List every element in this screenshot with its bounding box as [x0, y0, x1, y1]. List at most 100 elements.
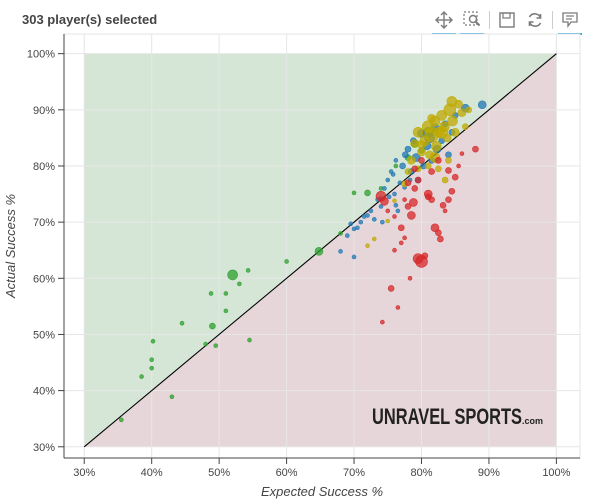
player-point-yellow[interactable] — [385, 218, 391, 224]
player-point-red[interactable] — [411, 185, 419, 192]
player-point-yellow[interactable] — [450, 127, 460, 137]
player-point-yellow[interactable] — [447, 115, 458, 127]
player-point-red[interactable] — [409, 198, 418, 207]
player-point-blue[interactable] — [393, 158, 399, 163]
player-point-yellow[interactable] — [462, 123, 469, 130]
player-point-yellow[interactable] — [417, 147, 426, 157]
player-point-green[interactable] — [203, 341, 208, 347]
player-point-yellow[interactable] — [457, 108, 467, 117]
player-point-blue[interactable] — [393, 202, 399, 208]
player-point-red[interactable] — [424, 193, 432, 201]
player-point-blue[interactable] — [365, 213, 370, 218]
player-point-yellow[interactable] — [371, 236, 377, 242]
player-point-red[interactable] — [397, 224, 405, 232]
player-point-green[interactable] — [149, 357, 154, 363]
player-point-green[interactable] — [149, 365, 154, 371]
player-point-green[interactable] — [284, 259, 289, 264]
player-point-blue[interactable] — [477, 100, 487, 110]
player-point-green[interactable] — [237, 281, 242, 287]
player-point-blue[interactable] — [378, 204, 384, 209]
player-point-green[interactable] — [351, 190, 357, 196]
player-point-yellow[interactable] — [404, 168, 412, 175]
player-point-green[interactable] — [169, 394, 175, 400]
player-point-red[interactable] — [456, 163, 461, 169]
player-point-yellow[interactable] — [431, 141, 442, 152]
player-point-red[interactable] — [442, 208, 448, 214]
player-point-red[interactable] — [392, 214, 397, 219]
reset-tool-button[interactable] — [521, 7, 549, 33]
player-point-green[interactable] — [245, 268, 251, 273]
player-point-red[interactable] — [414, 176, 422, 184]
player-point-green[interactable] — [139, 374, 144, 379]
player-point-yellow[interactable] — [427, 113, 436, 123]
player-point-blue[interactable] — [358, 219, 364, 225]
player-point-red[interactable] — [380, 197, 389, 206]
player-point-green[interactable] — [213, 343, 219, 348]
player-point-green[interactable] — [179, 320, 185, 326]
player-point-yellow[interactable] — [365, 243, 370, 249]
player-point-red[interactable] — [402, 235, 407, 241]
player-point-red[interactable] — [404, 203, 412, 210]
player-point-green[interactable] — [227, 269, 238, 281]
player-point-yellow[interactable] — [446, 96, 458, 107]
player-point-red[interactable] — [418, 157, 425, 164]
player-point-green[interactable] — [119, 417, 124, 423]
player-point-red[interactable] — [437, 235, 444, 243]
player-point-yellow[interactable] — [417, 140, 426, 149]
player-point-blue[interactable] — [397, 180, 403, 186]
player-point-yellow[interactable] — [435, 165, 442, 173]
player-point-red[interactable] — [472, 145, 479, 153]
player-point-red[interactable] — [459, 151, 465, 156]
player-point-blue[interactable] — [382, 186, 387, 191]
player-point-red[interactable] — [411, 165, 419, 173]
player-point-blue[interactable] — [344, 233, 350, 238]
player-point-blue[interactable] — [390, 172, 396, 177]
player-point-yellow[interactable] — [441, 176, 449, 184]
player-point-red[interactable] — [445, 167, 452, 174]
player-point-green[interactable] — [338, 231, 343, 236]
player-point-green[interactable] — [150, 338, 156, 344]
player-point-yellow[interactable] — [424, 162, 432, 170]
player-point-red[interactable] — [407, 211, 416, 220]
player-point-red[interactable] — [451, 173, 459, 181]
player-point-red[interactable] — [439, 201, 447, 209]
player-point-yellow[interactable] — [445, 157, 452, 164]
player-point-blue[interactable] — [338, 249, 343, 254]
player-point-blue[interactable] — [386, 194, 392, 200]
player-point-yellow[interactable] — [412, 126, 424, 138]
player-point-red[interactable] — [402, 197, 407, 202]
player-point-blue[interactable] — [371, 217, 377, 222]
player-point-blue[interactable] — [402, 151, 409, 159]
player-point-red[interactable] — [430, 223, 440, 233]
player-point-yellow[interactable] — [465, 106, 473, 114]
player-point-red[interactable] — [448, 187, 456, 195]
player-point-red[interactable] — [435, 229, 442, 237]
player-point-yellow[interactable] — [392, 198, 397, 204]
player-point-green[interactable] — [364, 189, 371, 197]
player-point-blue[interactable] — [392, 191, 397, 197]
save-tool-button[interactable] — [493, 7, 521, 33]
player-point-red[interactable] — [387, 285, 395, 292]
player-point-red[interactable] — [445, 196, 452, 203]
player-point-blue[interactable] — [445, 151, 452, 159]
player-point-green[interactable] — [393, 163, 399, 169]
player-point-red[interactable] — [395, 305, 401, 310]
player-point-red[interactable] — [428, 168, 435, 175]
player-point-red[interactable] — [385, 208, 391, 214]
player-point-blue[interactable] — [355, 225, 360, 231]
player-point-red[interactable] — [435, 157, 442, 164]
player-point-red[interactable] — [404, 179, 412, 187]
player-point-red[interactable] — [380, 319, 385, 325]
player-point-blue[interactable] — [351, 254, 357, 260]
player-point-red[interactable] — [392, 247, 397, 253]
player-point-red[interactable] — [407, 275, 413, 281]
player-point-blue[interactable] — [368, 208, 374, 214]
player-point-blue[interactable] — [404, 145, 412, 153]
player-point-blue[interactable] — [385, 177, 391, 183]
player-point-blue[interactable] — [395, 208, 401, 214]
player-point-green[interactable] — [223, 308, 229, 314]
player-point-blue[interactable] — [348, 221, 353, 227]
player-point-red[interactable] — [421, 252, 429, 260]
player-point-red[interactable] — [398, 240, 404, 246]
